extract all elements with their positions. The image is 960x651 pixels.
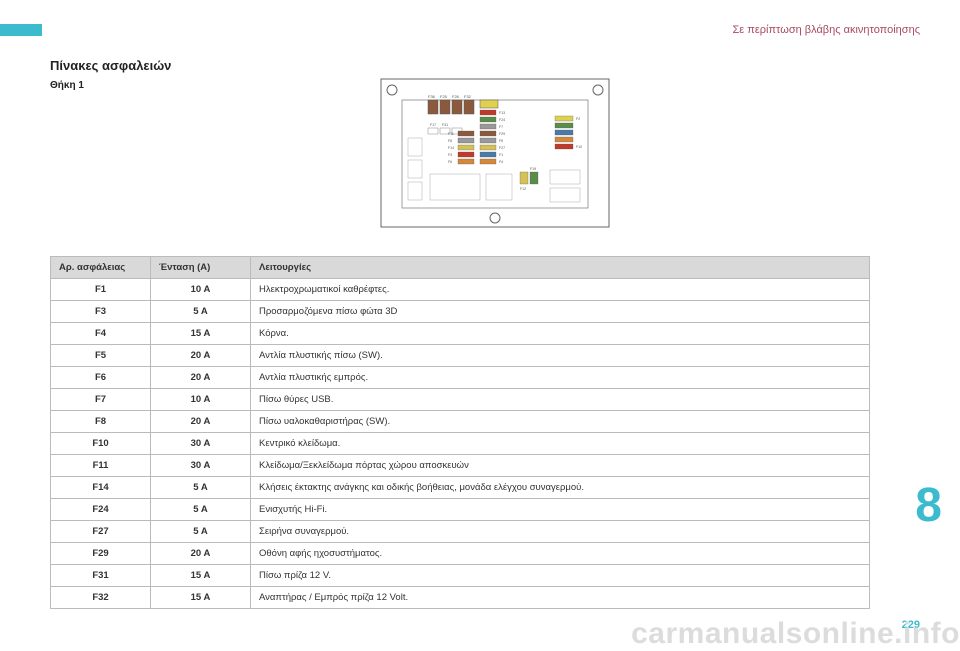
cell-fuse-no: F8	[51, 411, 151, 433]
accent-bar	[0, 24, 42, 36]
col-functions: Λειτουργίες	[251, 257, 870, 279]
cell-function: Οθόνη αφής ηχοσυστήματος.	[251, 543, 870, 565]
table-row: F3115 AΠίσω πρίζα 12 V.	[51, 565, 870, 587]
table-row: F710 AΠίσω θύρες USB.	[51, 389, 870, 411]
cell-fuse-no: F27	[51, 521, 151, 543]
cell-fuse-no: F32	[51, 587, 151, 609]
cell-fuse-no: F31	[51, 565, 151, 587]
cell-fuse-no: F29	[51, 543, 151, 565]
svg-text:F6: F6	[448, 160, 452, 164]
col-fuse-no: Αρ. ασφάλειας	[51, 257, 151, 279]
page-title: Πίνακες ασφαλειών	[50, 58, 171, 73]
cell-fuse-no: F3	[51, 301, 151, 323]
cell-function: Ενισχυτής Hi-Fi.	[251, 499, 870, 521]
cell-function: Κεντρικό κλείδωμα.	[251, 433, 870, 455]
cell-amperage: 20 A	[151, 543, 251, 565]
page-subtitle: Θήκη 1	[50, 80, 84, 91]
cell-function: Αντλία πλυστικής εμπρός.	[251, 367, 870, 389]
svg-text:F1: F1	[499, 153, 503, 157]
svg-text:F2: F2	[576, 117, 580, 121]
section-header: Σε περίπτωση βλάβης ακινητοποίησης	[733, 24, 921, 36]
svg-text:F24: F24	[499, 118, 505, 122]
table-row: F275 AΣειρήνα συναγερμού.	[51, 521, 870, 543]
cell-fuse-no: F5	[51, 345, 151, 367]
chapter-number: 8	[915, 478, 942, 533]
table-row: F35 AΠροσαρμοζόμενα πίσω φώτα 3D	[51, 301, 870, 323]
cell-function: Κλήσεις έκτακτης ανάγκης και οδικής βοήθ…	[251, 477, 870, 499]
svg-text:F14: F14	[448, 146, 454, 150]
svg-text:F4: F4	[499, 160, 503, 164]
svg-text:F5: F5	[499, 139, 503, 143]
svg-text:F3: F3	[448, 153, 452, 157]
svg-text:F19: F19	[530, 167, 536, 171]
svg-text:F27: F27	[499, 146, 505, 150]
table-header-row: Αρ. ασφάλειας Ένταση (A) Λειτουργίες	[51, 257, 870, 279]
watermark: carmanualsonline.info	[631, 617, 960, 651]
cell-fuse-no: F14	[51, 477, 151, 499]
table-row: F1130 AΚλείδωμα/Ξεκλείδωμα πόρτας χώρου …	[51, 455, 870, 477]
cell-fuse-no: F10	[51, 433, 151, 455]
cell-fuse-no: F24	[51, 499, 151, 521]
table-row: F415 AΚόρνα.	[51, 323, 870, 345]
cell-function: Πίσω υαλοκαθαριστήρας (SW).	[251, 411, 870, 433]
table-row: F2920 AΟθόνη αφής ηχοσυστήματος.	[51, 543, 870, 565]
svg-text:F17: F17	[430, 123, 436, 127]
table-row: F3215 AΑναπτήρας / Εμπρός πρίζα 12 Volt.	[51, 587, 870, 609]
cell-amperage: 15 A	[151, 323, 251, 345]
table-row: F110 AΗλεκτροχρωματικοί καθρέφτες.	[51, 279, 870, 301]
svg-text:F36: F36	[428, 94, 436, 99]
cell-function: Πίσω θύρες USB.	[251, 389, 870, 411]
table-row: F820 AΠίσω υαλοκαθαριστήρας (SW).	[51, 411, 870, 433]
cell-amperage: 30 A	[151, 455, 251, 477]
svg-text:F13: F13	[499, 111, 505, 115]
cell-amperage: 5 A	[151, 521, 251, 543]
cell-fuse-no: F11	[51, 455, 151, 477]
cell-function: Κόρνα.	[251, 323, 870, 345]
fuse-table: Αρ. ασφάλειας Ένταση (A) Λειτουργίες F11…	[50, 256, 870, 609]
cell-function: Αντλία πλυστικής πίσω (SW).	[251, 345, 870, 367]
cell-amperage: 30 A	[151, 433, 251, 455]
svg-text:F8: F8	[448, 139, 452, 143]
cell-amperage: 5 A	[151, 477, 251, 499]
cell-amperage: 20 A	[151, 345, 251, 367]
cell-amperage: 5 A	[151, 499, 251, 521]
table-row: F520 AΑντλία πλυστικής πίσω (SW).	[51, 345, 870, 367]
cell-amperage: 20 A	[151, 367, 251, 389]
cell-amperage: 10 A	[151, 389, 251, 411]
table-row: F1030 AΚεντρικό κλείδωμα.	[51, 433, 870, 455]
svg-text:F11: F11	[448, 132, 454, 136]
svg-text:F29: F29	[499, 132, 505, 136]
cell-fuse-no: F4	[51, 323, 151, 345]
cell-function: Σειρήνα συναγερμού.	[251, 521, 870, 543]
svg-text:F12: F12	[520, 187, 526, 191]
cell-fuse-no: F6	[51, 367, 151, 389]
cell-amperage: 15 A	[151, 565, 251, 587]
svg-text:F32: F32	[464, 94, 472, 99]
table-row: F620 AΑντλία πλυστικής εμπρός.	[51, 367, 870, 389]
cell-function: Κλείδωμα/Ξεκλείδωμα πόρτας χώρου αποσκευ…	[251, 455, 870, 477]
cell-amperage: 20 A	[151, 411, 251, 433]
svg-text:F7: F7	[499, 125, 503, 129]
cell-amperage: 15 A	[151, 587, 251, 609]
table-row: F245 AΕνισχυτής Hi-Fi.	[51, 499, 870, 521]
svg-text:F10: F10	[576, 145, 582, 149]
cell-fuse-no: F1	[51, 279, 151, 301]
svg-text:F26: F26	[452, 94, 460, 99]
cell-function: Προσαρμοζόμενα πίσω φώτα 3D	[251, 301, 870, 323]
col-amperage: Ένταση (A)	[151, 257, 251, 279]
cell-amperage: 5 A	[151, 301, 251, 323]
cell-function: Πίσω πρίζα 12 V.	[251, 565, 870, 587]
svg-text:F25: F25	[440, 94, 448, 99]
fusebox-diagram: F36 F25 F26 F32 F17 F31 F13 F24 F7 F29 F5 F2…	[380, 78, 610, 228]
svg-text:F31: F31	[442, 123, 448, 127]
cell-fuse-no: F7	[51, 389, 151, 411]
cell-function: Αναπτήρας / Εμπρός πρίζα 12 Volt.	[251, 587, 870, 609]
table-row: F145 AΚλήσεις έκτακτης ανάγκης και οδική…	[51, 477, 870, 499]
cell-function: Ηλεκτροχρωματικοί καθρέφτες.	[251, 279, 870, 301]
cell-amperage: 10 A	[151, 279, 251, 301]
